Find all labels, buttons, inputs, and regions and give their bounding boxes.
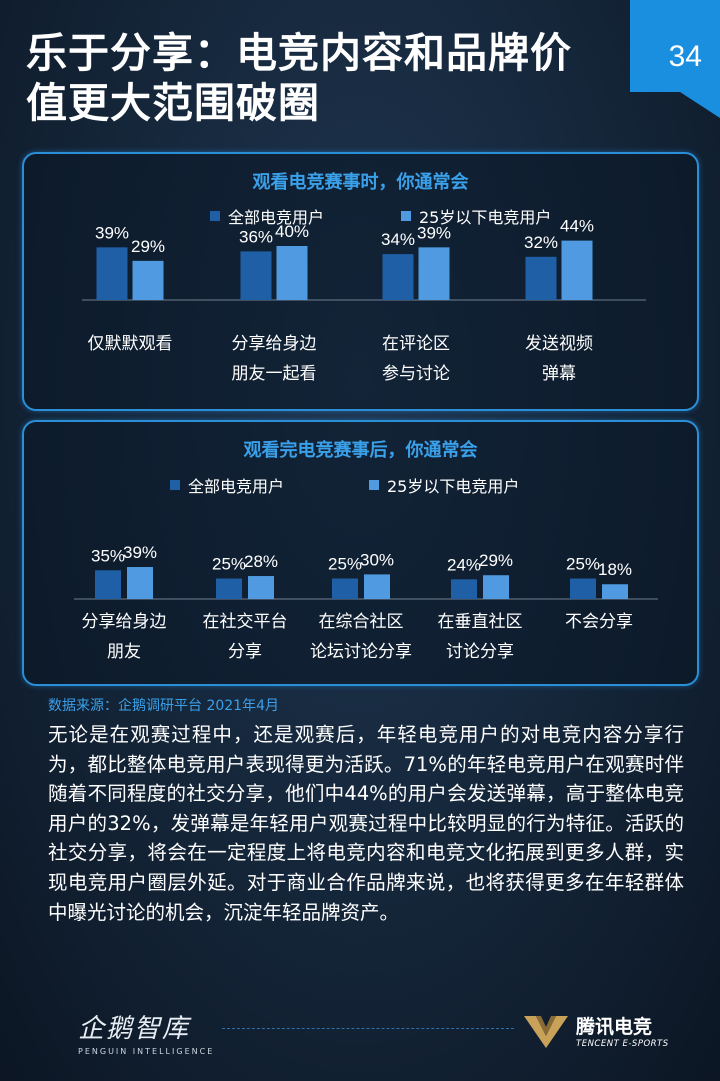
bar-young [418,247,450,300]
data-label: 25% [328,555,362,574]
category-label: 在社交平台 分享 [202,612,288,662]
bar-all [332,578,358,599]
bar-young [127,567,153,599]
category-label: 在垂直社区 讨论分享 [437,612,523,662]
bar-young [248,576,274,599]
bar-all [382,254,414,300]
esports-v-icon [524,1016,568,1048]
legend-item-all: 全部电竞用户 [170,473,284,497]
page-number-badge: 34 [602,0,720,118]
legend-swatch-dark [210,211,220,221]
category-label: 不会分享 [565,612,633,632]
data-label: 32% [524,233,558,252]
data-label: 39% [95,223,129,242]
bar-young [483,575,509,599]
data-label: 39% [417,223,451,242]
legend-swatch-light [369,480,379,490]
penguin-intelligence-logo: 企鹅智库 PENGUIN INTELLIGENCE [78,1008,214,1056]
data-label: 18% [598,560,632,579]
data-label: 29% [479,551,513,570]
data-label: 25% [212,555,246,574]
category-label: 分享给身边 朋友 [81,612,167,662]
tencent-esports-logo: 腾讯电竞 TENCENT E-SPORTS [522,1010,669,1050]
data-label: 30% [360,550,394,569]
bar-young [561,240,593,300]
footer-divider [222,1028,514,1029]
data-label: 36% [239,227,273,246]
legend-item-young: 25岁以下电竞用户 [369,473,519,497]
data-label: 39% [123,543,157,562]
data-label: 28% [244,552,278,571]
page-title: 乐于分享：电竞内容和品牌价 值更大范围破圈 [26,28,616,128]
data-label: 29% [131,237,165,256]
category-label: 分享给身边 朋友一起看 [231,334,317,384]
bar-young [132,260,164,300]
bar-all [451,579,477,599]
data-label: 34% [381,230,415,249]
legend-label: 全部电竞用户 [188,477,285,496]
bar-all [96,247,128,300]
logo-subtext: PENGUIN INTELLIGENCE [78,1047,215,1056]
chart-panel-after: 观看完电竞赛事后，你通常会 全部电竞用户 25岁以下电竞用户 35% 39% 25%… [22,420,699,686]
data-source: 数据来源：企鹅调研平台 2021年4月 [48,698,279,714]
bar-all [570,578,596,599]
data-label: 25% [566,555,600,574]
logo-subtext: TENCENT E-SPORTS [576,1038,669,1049]
data-label: 24% [447,555,481,574]
category-label: 发送视频 弹幕 [525,334,593,384]
logo-text: 企鹅智库 [78,1014,191,1044]
title-line-1: 乐于分享：电竞内容和品牌价 [26,29,572,77]
data-label: 40% [275,222,309,241]
title-line-2: 值更大范围破圈 [26,79,320,127]
chart-title: 观看完电竞赛事后，你通常会 [243,440,478,461]
category-label: 在综合社区 论坛讨论分享 [310,612,412,662]
bar-young [364,574,390,599]
chart-panel-during: 观看电竞赛事时，你通常会 全部电竞用户 25岁以下电竞用户 39% 29% 36% 4… [22,152,699,411]
data-label: 44% [560,217,594,236]
chart-svg-after: 35%39%25%28% 25%30% 24%29% 25%18% [74,543,658,600]
body-paragraph: 无论是在观赛过程中，还是观赛后，年轻电竞用户的对电竞内容分享行为，都比整体电竞用… [48,723,684,924]
legend-item-young: 25岁以下电竞用户 [401,204,551,228]
bar-young [602,584,628,599]
legend-swatch-dark [170,480,180,490]
legend-label: 全部电竞用户 [228,208,325,227]
chart-svg-during: 39%29% 36% 40% 34% 39% 32%44% [82,217,646,301]
legend-label: 25岁以下电竞用户 [419,208,552,227]
bar-all [216,578,242,599]
bar-young [276,246,308,300]
chart-title: 观看电竞赛事时，你通常会 [252,172,469,193]
legend-label: 25岁以下电竞用户 [387,477,520,496]
legend-item-all: 全部电竞用户 [210,204,324,228]
badge-shape [630,0,720,118]
page-number: 34 [668,40,702,73]
category-label: 在评论区 参与讨论 [382,334,450,384]
legend-swatch-light [401,211,411,221]
data-label: 35% [91,546,125,565]
bar-all [525,256,557,300]
bar-all [95,570,121,599]
bar-all [240,251,272,300]
logo-text: 腾讯电竞 [576,1015,653,1038]
category-label: 仅默默观看 [87,334,173,354]
